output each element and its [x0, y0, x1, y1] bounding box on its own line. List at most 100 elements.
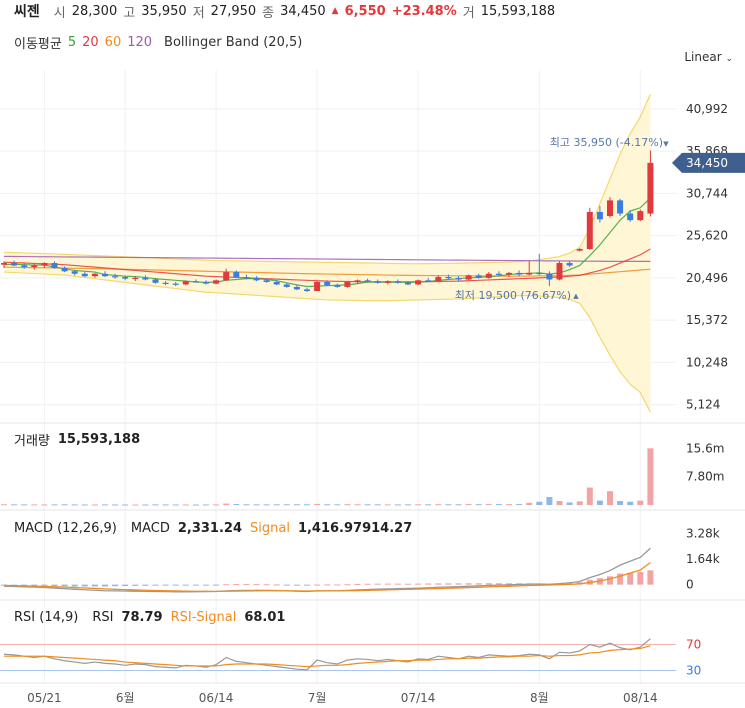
volume-bar: [102, 504, 108, 506]
volume-bar: [51, 504, 58, 506]
macd-histogram-bar: [304, 584, 310, 586]
macd-tick-label: 1.64k: [686, 552, 720, 566]
macd-panel: 3.28k 1.64k 0: [1, 526, 720, 593]
change-percent: +23.48%: [391, 3, 457, 19]
volume-bar: [344, 504, 351, 506]
candle-body: [637, 211, 644, 221]
candle-body: [243, 277, 250, 279]
candle-body: [152, 279, 159, 283]
macd-histogram-bar: [172, 584, 179, 586]
macd-tick-label: 0: [686, 578, 694, 592]
volume-bar: [354, 504, 361, 506]
price-tick-label: 10,248: [686, 355, 728, 369]
macd-histogram-bar: [132, 584, 139, 586]
candle-body: [475, 275, 482, 278]
macd-histogram-bar: [435, 583, 442, 585]
candle-body: [132, 277, 139, 280]
macd-histogram-bar: [394, 583, 401, 585]
low-marker-icon: ▲: [573, 292, 579, 300]
volume-bar: [607, 491, 613, 505]
change-value: 6,550: [344, 3, 386, 19]
ma60-toggle[interactable]: 60: [104, 35, 122, 50]
volume-label: 거: [462, 5, 475, 21]
candle-body: [485, 273, 492, 278]
volume-bar: [304, 504, 310, 506]
price-tick-label: 20,496: [686, 271, 728, 285]
volume-bar: [536, 501, 543, 505]
macd-histogram-bar: [324, 584, 331, 586]
chevron-down-icon: ⌄: [725, 54, 733, 64]
macd-histogram-bar: [445, 583, 452, 585]
macd-histogram-bar: [192, 584, 199, 586]
candle-body: [465, 275, 472, 280]
low-value: 27,950: [210, 3, 257, 19]
rsi-value: 78.79: [121, 610, 163, 625]
volume-bar: [81, 504, 88, 506]
macd-histogram-bar: [374, 583, 381, 585]
ma120-line: [3, 255, 651, 262]
date-tick-label: 8월: [530, 691, 549, 705]
candle-body: [617, 200, 624, 214]
volume-bar: [364, 504, 371, 506]
macd-histogram-bar: [273, 584, 280, 586]
macd-histogram-bar: [142, 584, 149, 586]
ma20-toggle[interactable]: 20: [82, 35, 99, 50]
candle-body: [394, 281, 401, 283]
macd-histogram-bar: [122, 584, 129, 587]
candle-body: [203, 281, 209, 284]
volume-bar: [506, 504, 512, 506]
volume-bar: [647, 448, 654, 505]
high-label: 고: [123, 5, 136, 21]
volume-bar: [637, 500, 644, 505]
macd-histogram-bar: [475, 583, 482, 585]
volume-bar: [192, 504, 199, 506]
bollinger-toggle[interactable]: Bollinger Band (20,5): [164, 35, 303, 50]
volume-bar: [566, 502, 573, 505]
volume-bar: [41, 504, 48, 506]
scale-selector[interactable]: Linear ⌄: [684, 50, 733, 64]
bollinger-lower-line: [3, 271, 651, 413]
price-tick-label: 5,124: [686, 398, 720, 412]
candle-body: [364, 280, 371, 282]
low-annotation: 최저 19,500 (76.67%): [455, 289, 571, 302]
rsi-signal-line: [4, 645, 651, 668]
volume-bar: [21, 504, 28, 506]
macd-histogram-bar: [81, 584, 88, 587]
volume-bar: [71, 504, 78, 506]
price-tick-label: 25,620: [686, 229, 728, 243]
candle-body: [112, 276, 119, 278]
date-axis: 05/21 6월 06/14 7월 07/14 8월 08/14: [27, 691, 657, 705]
volume-bar: [495, 504, 502, 506]
ma5-toggle[interactable]: 5: [67, 35, 77, 50]
ma120-toggle[interactable]: 120: [127, 35, 153, 50]
candle-body: [516, 272, 523, 275]
macd-histogram-bar: [405, 583, 411, 585]
candle-body: [344, 281, 351, 287]
ma-legend-title: 이동평균: [14, 37, 62, 52]
candle-body: [172, 283, 179, 285]
rsi-title: RSI (14,9) RSI 78.79 RSI-Signal 68.01: [14, 610, 285, 625]
candle-body: [71, 271, 78, 274]
candle-body: [627, 213, 634, 221]
volume-bar: [445, 504, 452, 506]
volume-bar: [405, 504, 411, 506]
volume-bar: [415, 504, 422, 506]
close-label: 종: [262, 5, 275, 21]
volume-bar: [314, 503, 321, 505]
date-tick-label: 06/14: [199, 691, 234, 705]
price-tick-label: 15,372: [686, 313, 728, 327]
volume-panel-label: 거래량: [14, 434, 50, 449]
candle-body: [81, 273, 88, 277]
macd-histogram-bar: [283, 584, 290, 586]
macd-histogram-bar: [465, 583, 472, 585]
macd-histogram-bar: [314, 584, 321, 586]
candle-body: [384, 281, 391, 283]
candle-body: [213, 280, 220, 284]
macd-label: MACD: [130, 521, 170, 536]
volume-bar: [122, 504, 129, 506]
volume-bar: [485, 504, 492, 506]
high-annotation: 최고 35,950 (-4.17%): [550, 136, 663, 149]
volume-bar: [334, 504, 341, 506]
candle-body: [182, 281, 189, 285]
